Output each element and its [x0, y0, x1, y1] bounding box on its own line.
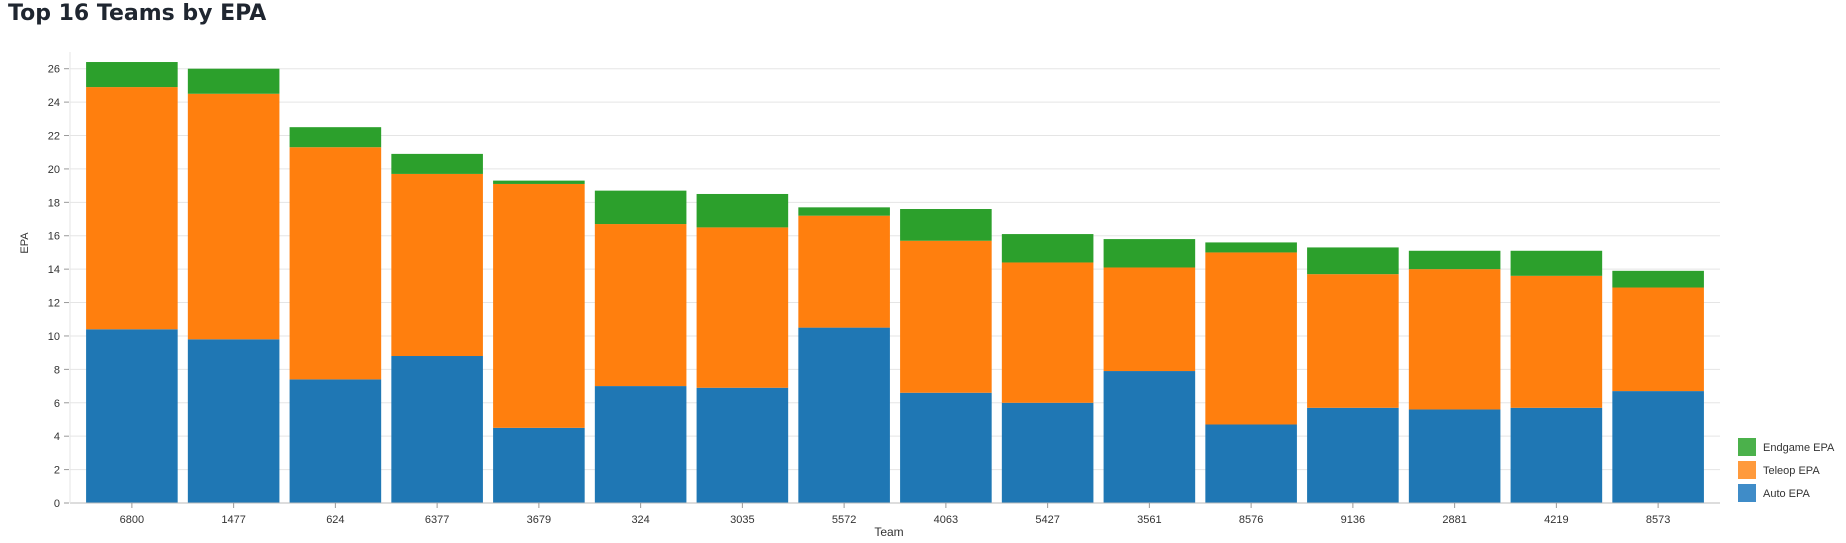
- bar-endgame-epa-1477: [187, 68, 280, 94]
- bar-auto-epa-624: [289, 379, 382, 503]
- bar-auto-epa-3561: [1103, 371, 1196, 503]
- legend-swatch-teleop-epa: [1738, 461, 1756, 479]
- y-tick-label: 20: [48, 164, 60, 176]
- bar-endgame-epa-5427: [1001, 234, 1094, 263]
- bar-auto-epa-2881: [1408, 409, 1501, 503]
- y-tick-label: 18: [48, 197, 60, 209]
- legend-swatch-endgame-epa: [1738, 438, 1756, 456]
- bar-teleop-epa-3679: [493, 183, 585, 428]
- bar-endgame-epa-5572: [798, 207, 890, 216]
- bar-teleop-epa-2881: [1408, 269, 1501, 410]
- x-tick-label: 324: [631, 514, 649, 526]
- y-tick-label: 24: [48, 97, 60, 109]
- bar-teleop-epa-8576: [1205, 252, 1297, 425]
- x-tick-label: 624: [326, 514, 344, 526]
- y-tick-label: 26: [48, 64, 60, 76]
- x-tick-label: 3035: [730, 514, 754, 526]
- x-tick-label: 3679: [527, 514, 551, 526]
- bar-endgame-epa-3561: [1103, 239, 1196, 268]
- y-tick-label: 4: [54, 431, 60, 443]
- y-tick-label: 10: [48, 331, 60, 343]
- bar-endgame-epa-4219: [1510, 250, 1603, 276]
- x-tick-label: 8576: [1239, 514, 1263, 526]
- bar-teleop-epa-8573: [1612, 287, 1704, 392]
- bar-endgame-epa-4063: [900, 209, 992, 241]
- bar-endgame-epa-9136: [1307, 247, 1399, 275]
- bar-auto-epa-3679: [493, 427, 585, 503]
- bar-auto-epa-324: [594, 386, 687, 503]
- bar-teleop-epa-3035: [696, 227, 789, 388]
- x-tick-label: 6377: [425, 514, 449, 526]
- bar-teleop-epa-3561: [1103, 267, 1196, 372]
- bar-endgame-epa-324: [594, 190, 687, 225]
- x-tick-label: 3561: [1137, 514, 1161, 526]
- axis-labels: EPA Team: [19, 232, 904, 539]
- y-tick-label: 16: [48, 231, 60, 243]
- page-title: Top 16 Teams by EPA: [8, 1, 267, 26]
- x-tick-label: 6800: [120, 514, 144, 526]
- bar-auto-epa-9136: [1307, 407, 1399, 503]
- x-tick-label: 4063: [934, 514, 958, 526]
- bar-auto-epa-1477: [187, 339, 280, 503]
- bar-endgame-epa-3035: [696, 193, 789, 228]
- bar-endgame-epa-3679: [493, 180, 585, 184]
- legend: Endgame EPA Teleop EPA Auto EPA: [1738, 438, 1835, 502]
- bar-teleop-epa-9136: [1307, 274, 1399, 408]
- bar-teleop-epa-6800: [86, 87, 178, 330]
- bar-auto-epa-5572: [798, 327, 890, 503]
- x-tick-label: 4219: [1544, 514, 1568, 526]
- bar-endgame-epa-6800: [86, 62, 178, 88]
- bar-auto-epa-3035: [696, 387, 789, 503]
- bar-teleop-epa-5572: [798, 215, 890, 328]
- bar-teleop-epa-4063: [900, 240, 992, 393]
- x-tick-label: 5572: [832, 514, 856, 526]
- x-tick-label: 9136: [1341, 514, 1365, 526]
- bar-endgame-epa-6377: [391, 153, 483, 174]
- bar-endgame-epa-8573: [1612, 270, 1704, 288]
- y-tick-label: 2: [54, 465, 60, 477]
- y-tick-label: 12: [48, 298, 60, 310]
- bar-teleop-epa-324: [594, 224, 687, 387]
- bar-auto-epa-8576: [1205, 424, 1297, 503]
- x-tick-label: 5427: [1035, 514, 1059, 526]
- bar-endgame-epa-2881: [1408, 250, 1501, 270]
- x-tick-label: 8573: [1646, 514, 1670, 526]
- y-tick-label: 0: [54, 498, 60, 510]
- bar-teleop-epa-624: [289, 147, 382, 380]
- bars: [86, 62, 1704, 503]
- bar-auto-epa-6800: [86, 329, 178, 503]
- legend-label-auto-epa: Auto EPA: [1763, 488, 1811, 500]
- legend-label-endgame-epa: Endgame EPA: [1763, 442, 1835, 454]
- bar-auto-epa-6377: [391, 356, 483, 503]
- bar-endgame-epa-624: [289, 127, 382, 148]
- bar-auto-epa-8573: [1612, 391, 1704, 503]
- x-axis-title: Team: [874, 525, 903, 539]
- bar-teleop-epa-4219: [1510, 275, 1603, 408]
- x-tick-label: 2881: [1442, 514, 1466, 526]
- bar-auto-epa-4219: [1510, 407, 1603, 503]
- bar-endgame-epa-8576: [1205, 242, 1297, 253]
- bar-auto-epa-5427: [1001, 402, 1094, 503]
- y-tick-label: 8: [54, 364, 60, 376]
- y-axis-title: EPA: [19, 232, 31, 254]
- bar-auto-epa-4063: [900, 392, 992, 503]
- legend-swatch-auto-epa: [1738, 484, 1756, 502]
- x-tick-label: 1477: [221, 514, 245, 526]
- bar-teleop-epa-6377: [391, 173, 483, 357]
- bar-teleop-epa-5427: [1001, 262, 1094, 403]
- y-tick-label: 22: [48, 131, 60, 143]
- bar-teleop-epa-1477: [187, 93, 280, 340]
- legend-label-teleop-epa: Teleop EPA: [1763, 465, 1820, 477]
- y-tick-label: 14: [48, 264, 60, 276]
- y-tick-label: 6: [54, 398, 60, 410]
